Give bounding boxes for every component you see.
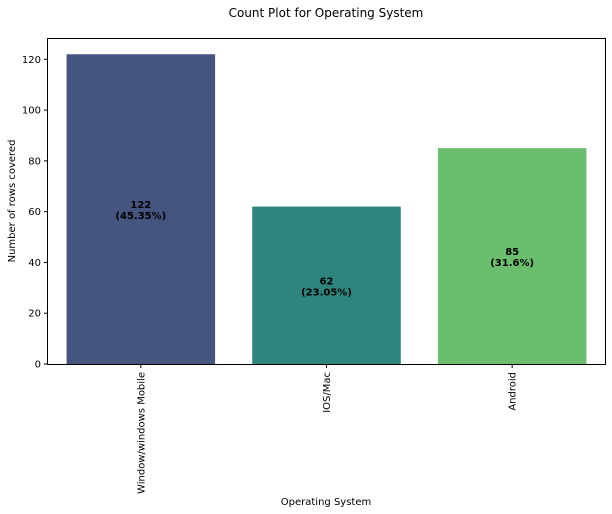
- y-tick-label: 80: [28, 156, 41, 167]
- x-axis-label: Operating System: [281, 497, 371, 508]
- x-tick-label: Android: [508, 372, 519, 411]
- bar-value-label: 62: [320, 276, 334, 287]
- y-axis-label: Number of rows covered: [7, 140, 18, 263]
- bar: [437, 148, 587, 364]
- y-tick-label: 20: [28, 309, 41, 320]
- bar: [252, 206, 401, 364]
- bar-value-label: 85: [505, 247, 519, 258]
- bar: [66, 54, 216, 364]
- x-tick-label: Window/windows Mobile: [136, 372, 147, 494]
- bar-percent-label: (31.6%): [490, 258, 534, 269]
- y-tick-label: 40: [28, 258, 41, 269]
- y-tick-label: 100: [22, 106, 41, 117]
- bar-percent-label: (45.35%): [115, 211, 166, 222]
- bar-percent-label: (23.05%): [301, 287, 352, 298]
- chart-title: Count Plot for Operating System: [229, 6, 424, 20]
- y-tick-label: 60: [28, 207, 41, 218]
- x-tick-label: IOS/Mac: [322, 372, 333, 413]
- y-tick-label: 0: [35, 360, 41, 371]
- y-tick-label: 120: [22, 55, 41, 66]
- plot-frame: [47, 38, 606, 365]
- bar-value-label: 122: [130, 200, 151, 211]
